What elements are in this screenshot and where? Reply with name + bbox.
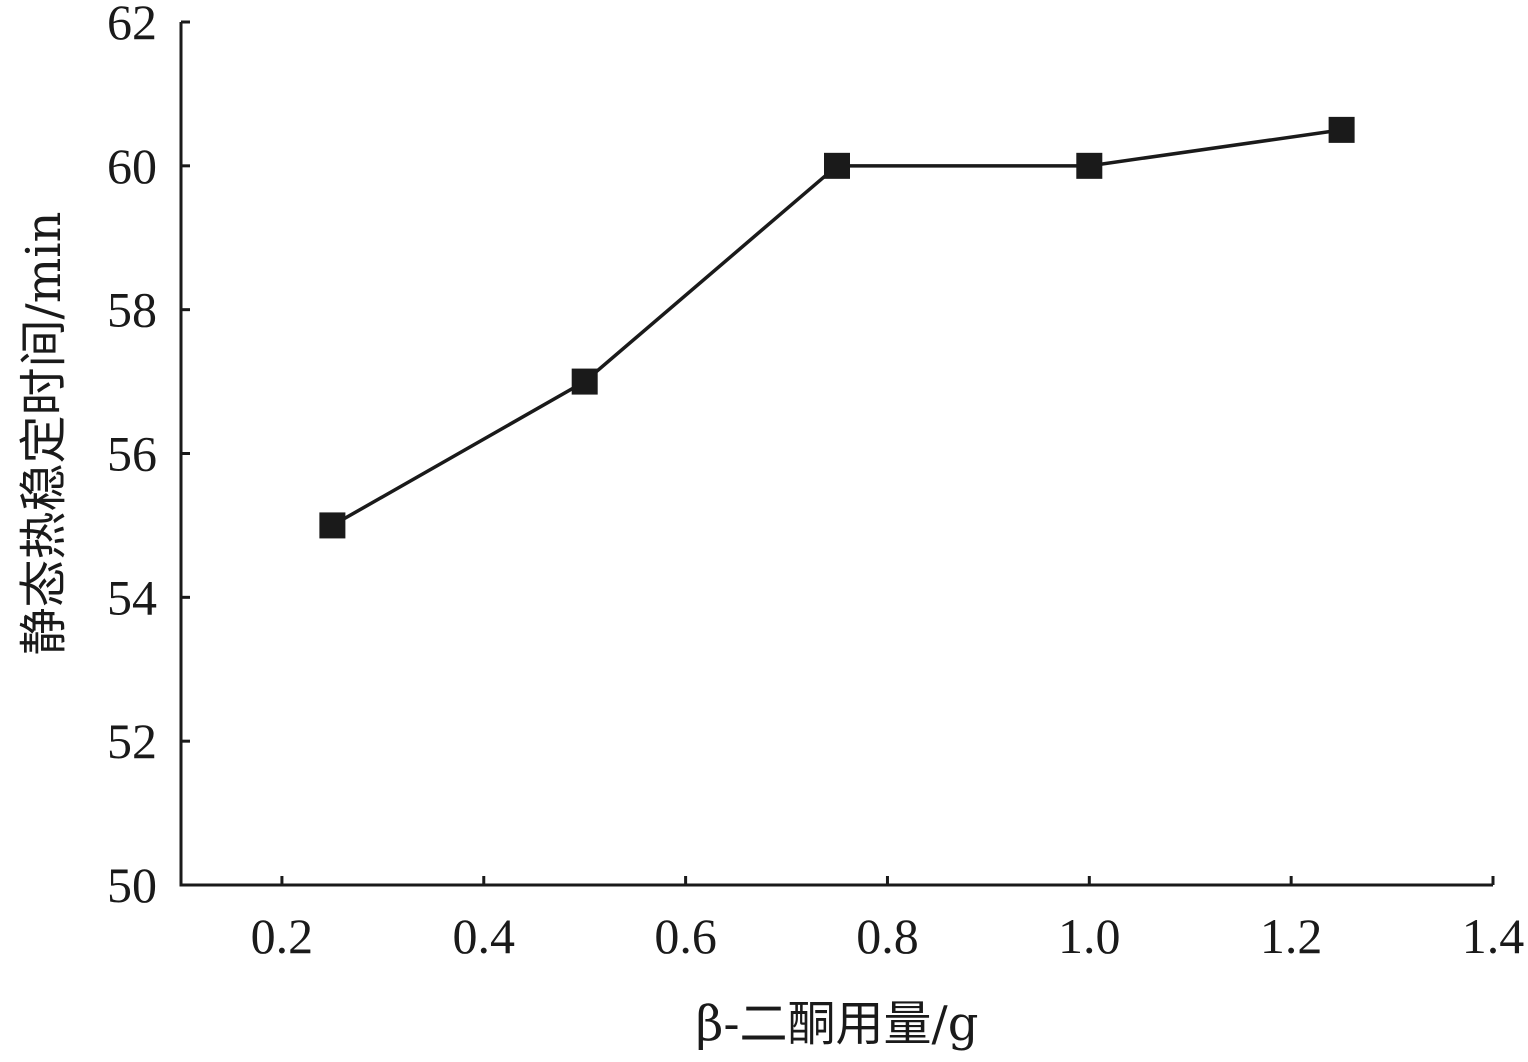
x-tick-label: 1.0 [1058, 908, 1121, 964]
data-point-marker [1328, 116, 1355, 143]
data-point-marker [571, 368, 598, 395]
y-tick-label: 50 [107, 857, 157, 913]
x-tick-label: 0.8 [856, 908, 919, 964]
ticks: 50 52 54 56 58 60 62 0.2 0.4 0.6 0.8 1.0 1.2 1.4 [107, 0, 1524, 964]
series-layer [319, 116, 1355, 539]
y-tick-label: 62 [107, 0, 157, 50]
y-tick-label: 56 [107, 426, 157, 482]
x-tick-label: 0.6 [654, 908, 717, 964]
x-tick-label: 1.4 [1462, 908, 1525, 964]
x-axis-title: β-二酮用量/g [696, 996, 979, 1052]
y-tick-label: 52 [107, 713, 157, 769]
y-tick-label: 58 [107, 282, 157, 338]
x-tick-label: 0.2 [251, 908, 314, 964]
x-tick-label: 1.2 [1260, 908, 1323, 964]
axes [179, 22, 1493, 887]
data-point-marker [319, 512, 346, 539]
y-axis-title: 静态热稳定时间/min [16, 212, 72, 656]
data-point-marker [1076, 152, 1103, 179]
series-line [331, 128, 1342, 527]
x-tick-label: 0.4 [453, 908, 516, 964]
data-point-marker [824, 152, 850, 179]
y-tick-label: 54 [107, 569, 157, 625]
y-tick-label: 60 [107, 138, 157, 194]
